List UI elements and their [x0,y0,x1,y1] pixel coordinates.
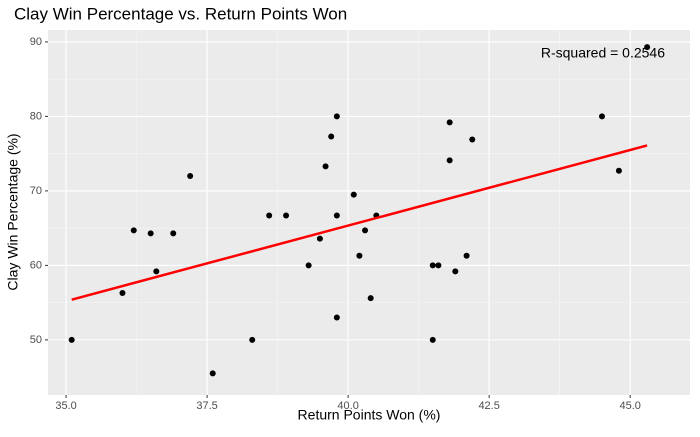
point [283,212,290,219]
point [615,167,622,174]
y-tick-label: 50 [30,334,42,346]
point [316,235,323,242]
point [446,157,453,164]
point [333,113,340,120]
chart-title: Clay Win Percentage vs. Return Points Wo… [14,4,347,23]
point [153,268,160,275]
point [266,212,273,219]
point [463,252,470,259]
y-tick-label: 60 [30,259,42,271]
y-axis-title: Clay Win Percentage (%) [5,133,21,290]
y-tick-label: 70 [30,185,42,197]
fit-line [71,144,648,301]
x-axis-title: Return Points Won (%) [298,407,441,423]
point [429,262,436,269]
annotation: R-squared = 0.2546 [541,45,665,61]
point [328,133,335,140]
point [119,289,126,296]
x-tick-label: 37.5 [196,400,217,412]
y-tick-label: 80 [30,110,42,122]
point [322,163,329,170]
point [469,136,476,143]
point [452,268,459,275]
point [68,336,75,343]
point [305,262,312,269]
point [362,227,369,234]
point [435,262,442,269]
point [209,370,216,377]
point [356,252,363,259]
point [598,113,605,120]
point [147,230,154,237]
x-tick-label: 40.0 [337,400,358,412]
x-tick-label: 35.0 [55,400,76,412]
point [644,44,651,51]
point [249,336,256,343]
point [446,119,453,126]
y-tick-label: 90 [30,36,42,48]
point [350,191,357,198]
panel [48,30,690,395]
x-tick-label: 45.0 [619,400,640,412]
point [367,295,374,302]
point [333,314,340,321]
point [130,227,137,234]
point [187,173,194,179]
point [170,230,177,237]
point [429,336,436,343]
point [333,212,340,219]
x-tick-label: 42.5 [478,400,499,412]
